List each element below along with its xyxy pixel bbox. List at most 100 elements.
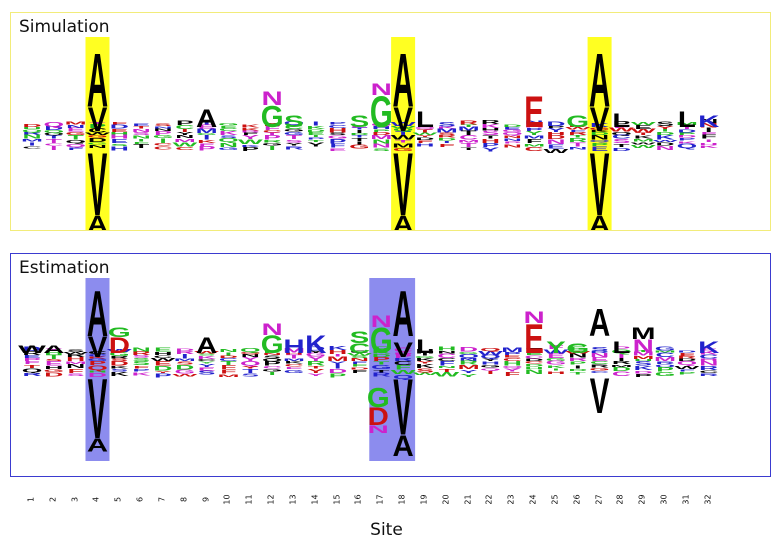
noise-letter-up: Y bbox=[525, 130, 543, 136]
noise-letter-up: P bbox=[176, 120, 194, 127]
noise-letter-up: I bbox=[683, 125, 690, 131]
noise-letter-up: W bbox=[107, 348, 132, 353]
noise-letter-down: Y bbox=[482, 147, 500, 153]
site-tick-label: 13 bbox=[288, 494, 298, 505]
logo-letter-N-site-12: N bbox=[262, 320, 283, 339]
noise-letter-down: D bbox=[88, 373, 107, 379]
noise-letter-down: C bbox=[263, 366, 283, 370]
tall-letter-V-up-site-4: V bbox=[88, 331, 108, 364]
noise-letter-up: C bbox=[328, 124, 347, 129]
logo-letter-M-site-29: M bbox=[631, 324, 655, 343]
noise-letter-down: N bbox=[590, 134, 609, 141]
noise-letter-up: S bbox=[329, 132, 347, 136]
noise-letter-down: K bbox=[677, 141, 697, 144]
logo-letter-N-site-12: N bbox=[262, 88, 283, 110]
noise-letter-down: Q bbox=[87, 365, 108, 372]
noise-letter-up: K bbox=[481, 123, 500, 129]
noise-letter-up: T bbox=[461, 124, 478, 128]
noise-letter-down: M bbox=[392, 142, 414, 148]
noise-letter-down: R bbox=[568, 137, 587, 143]
noise-letter-down: P bbox=[263, 134, 281, 141]
noise-letter-up: R bbox=[394, 358, 414, 363]
noise-letter-down: Y bbox=[285, 142, 303, 146]
noise-letter-down: K bbox=[415, 363, 434, 369]
noise-letter-up: D bbox=[372, 353, 391, 358]
noise-letter-up: Y bbox=[45, 347, 63, 352]
noise-letter-up: I bbox=[181, 128, 188, 133]
noise-letter-up: P bbox=[678, 132, 696, 136]
noise-letter-down: N bbox=[372, 143, 391, 149]
noise-letter-down: C bbox=[44, 143, 64, 146]
noise-letter-up: H bbox=[110, 131, 129, 136]
noise-letter-down: G bbox=[371, 364, 392, 370]
noise-letter-down: C bbox=[153, 146, 173, 151]
noise-letter-down: I bbox=[50, 145, 57, 151]
noise-letter-down: T bbox=[395, 139, 412, 143]
noise-letter-down: D bbox=[110, 360, 129, 367]
noise-letter-down: G bbox=[589, 368, 610, 372]
noise-letter-down: T bbox=[613, 143, 630, 148]
noise-letter-down: H bbox=[415, 143, 434, 148]
noise-letter-up: E bbox=[220, 125, 238, 128]
noise-letter-down: F bbox=[351, 361, 367, 365]
noise-letter-up: Y bbox=[176, 131, 194, 136]
noise-letter-down: R bbox=[372, 372, 391, 378]
noise-letter-up: E bbox=[503, 126, 521, 130]
noise-letter-up: S bbox=[132, 131, 150, 136]
noise-letter-up: N bbox=[590, 352, 609, 358]
noise-letter-up: H bbox=[546, 131, 565, 136]
noise-letter-down: T bbox=[68, 134, 85, 141]
noise-letter-down: K bbox=[546, 365, 566, 369]
noise-letter-up: F bbox=[679, 352, 695, 356]
noise-letter-up: M bbox=[327, 356, 349, 363]
noise-letter-down: E bbox=[110, 138, 128, 144]
noise-letter-up: C bbox=[525, 355, 545, 360]
site-tick-label: 24 bbox=[528, 494, 538, 505]
noise-letter-up: M bbox=[458, 126, 480, 132]
noise-letter-up: N bbox=[699, 122, 718, 129]
noise-letter-down: F bbox=[68, 368, 84, 374]
noise-letter-down: S bbox=[176, 360, 194, 365]
noise-letter-up: R bbox=[459, 120, 478, 126]
noise-letter-down: H bbox=[525, 367, 544, 370]
noise-letter-up: I bbox=[334, 353, 341, 357]
noise-letter-up: D bbox=[306, 346, 325, 352]
noise-letter-up: E bbox=[547, 353, 565, 360]
noise-letter-up: H bbox=[437, 346, 456, 352]
noise-letter-up: W bbox=[543, 348, 569, 354]
noise-letter-up: Q bbox=[240, 348, 261, 354]
noise-letter-down: R bbox=[263, 139, 283, 143]
noise-letter-down: N bbox=[656, 146, 675, 152]
noise-letter-down: I bbox=[443, 140, 450, 143]
noise-letter-down: M bbox=[65, 361, 87, 365]
noise-letter-down: Q bbox=[655, 364, 676, 368]
noise-letter-down: W bbox=[434, 372, 460, 378]
noise-letter-down: Q bbox=[393, 374, 414, 380]
noise-letter-down: Y bbox=[307, 142, 325, 148]
noise-letter-up: T bbox=[417, 129, 434, 134]
noise-letter-down: M bbox=[21, 139, 43, 143]
noise-letter-down: W bbox=[653, 139, 678, 142]
noise-letter-up: S bbox=[438, 121, 456, 128]
noise-letter-up: D bbox=[219, 355, 238, 359]
noise-letter-down: Y bbox=[416, 360, 434, 364]
noise-letter-down: D bbox=[612, 367, 631, 373]
site-tick-label: 8 bbox=[179, 496, 189, 503]
site-tick-label: 32 bbox=[703, 494, 713, 505]
logo-letter-G-site-12: G bbox=[261, 101, 284, 135]
site-tick-label: 7 bbox=[157, 496, 167, 503]
noise-letter-down: D bbox=[612, 147, 631, 152]
noise-letter-down: I bbox=[203, 134, 210, 141]
noise-letter-up: W bbox=[478, 351, 503, 357]
noise-letter-down: I bbox=[159, 138, 166, 144]
site-tick-label: 23 bbox=[506, 494, 516, 505]
noise-letter-up: E bbox=[525, 351, 543, 357]
noise-letter-down: N bbox=[437, 365, 456, 368]
noise-letter-down: D bbox=[677, 135, 696, 139]
noise-letter-down: D bbox=[415, 137, 434, 141]
noise-letter-up: M bbox=[501, 347, 523, 354]
noise-letter-up: S bbox=[67, 349, 85, 353]
noise-letter-up: D bbox=[546, 121, 565, 128]
noise-letter-up: S bbox=[111, 358, 129, 362]
